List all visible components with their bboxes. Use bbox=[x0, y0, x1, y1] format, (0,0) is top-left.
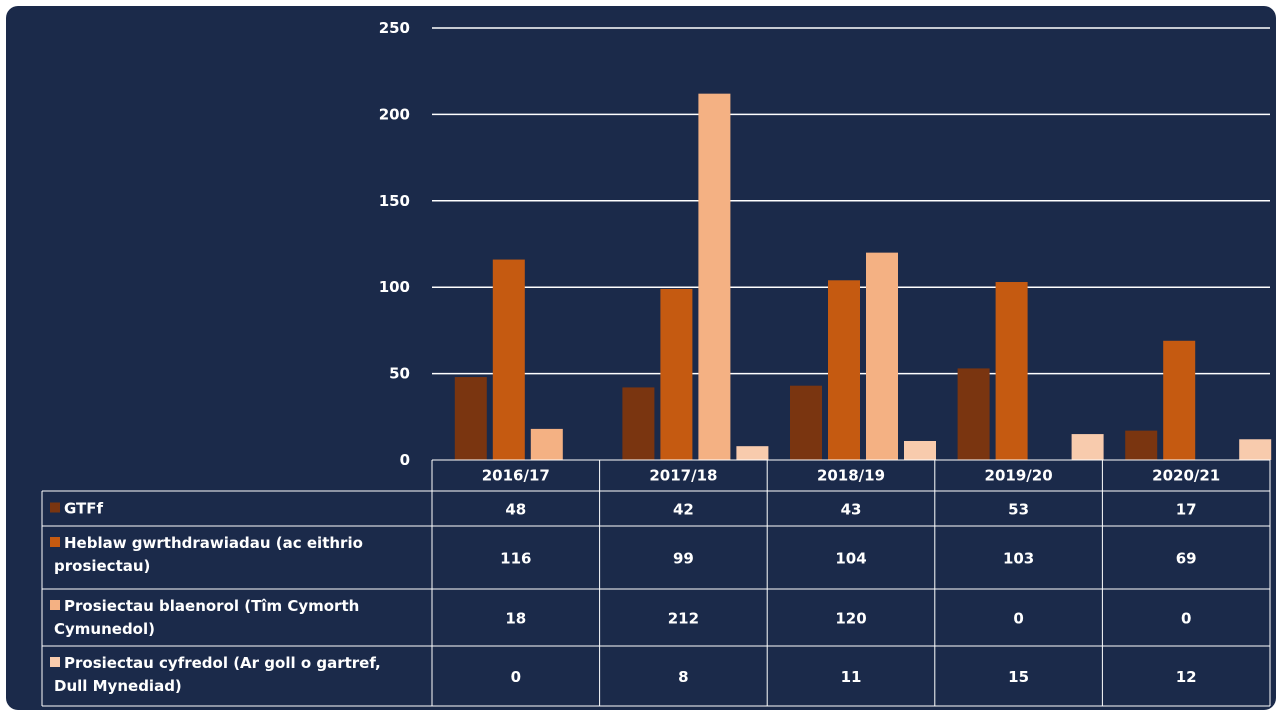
bars bbox=[454, 93, 1272, 460]
y-tick-label: 0 bbox=[400, 451, 410, 469]
legend-label: GTFf bbox=[64, 500, 104, 518]
data-value-cell: 0 bbox=[511, 668, 521, 686]
legend-label: prosiectau) bbox=[54, 557, 150, 575]
data-value-cell: 99 bbox=[673, 550, 694, 568]
data-value-cell: 0 bbox=[1181, 610, 1191, 628]
category-label: 2019/20 bbox=[985, 467, 1053, 485]
legend-label: Cymunedol) bbox=[54, 620, 155, 638]
legend-label: Prosiectau cyfredol (Ar goll o gartref, bbox=[64, 654, 381, 672]
category-label: 2020/21 bbox=[1152, 467, 1220, 485]
data-value-cell: 8 bbox=[678, 668, 688, 686]
data-value-cell: 69 bbox=[1176, 550, 1197, 568]
bar bbox=[790, 385, 822, 460]
y-tick-label: 200 bbox=[379, 105, 410, 123]
category-label: 2018/19 bbox=[817, 467, 885, 485]
data-value-cell: 18 bbox=[505, 610, 526, 628]
bar bbox=[1071, 434, 1104, 460]
bar bbox=[622, 387, 655, 460]
data-value-cell: 12 bbox=[1176, 668, 1197, 686]
y-tick-label: 50 bbox=[389, 365, 410, 383]
bar bbox=[957, 368, 990, 460]
data-value-cell: 0 bbox=[1013, 610, 1023, 628]
data-value-cell: 42 bbox=[673, 501, 694, 519]
bar bbox=[995, 282, 1028, 460]
bar bbox=[1239, 439, 1272, 460]
legend-swatch bbox=[50, 502, 60, 513]
bar bbox=[1163, 340, 1196, 460]
category-label: 2017/18 bbox=[649, 467, 717, 485]
legend-swatch bbox=[50, 600, 60, 610]
data-value-cell: 120 bbox=[835, 610, 866, 628]
bar bbox=[1125, 430, 1158, 460]
data-value-cell: 15 bbox=[1008, 668, 1029, 686]
bar bbox=[866, 252, 898, 460]
y-tick-label: 250 bbox=[379, 19, 410, 37]
data-value-cell: 48 bbox=[505, 501, 526, 519]
legend-label: Dull Mynediad) bbox=[54, 677, 182, 695]
data-value-cell: 11 bbox=[841, 668, 862, 686]
bar bbox=[698, 93, 731, 460]
chart-panel: 0 50 100 150 200 250 2016/17 2017/18 2018/19 201… bbox=[6, 6, 1276, 710]
bar bbox=[660, 288, 693, 460]
bar bbox=[492, 259, 525, 460]
y-axis-ticks: 0 50 100 150 200 250 bbox=[379, 19, 410, 469]
y-tick-label: 100 bbox=[379, 278, 410, 296]
bar bbox=[736, 446, 769, 460]
legend-label: Heblaw gwrthdrawiadau (ac eithrio bbox=[64, 534, 363, 552]
bar bbox=[454, 377, 487, 460]
legend-swatch bbox=[50, 537, 60, 547]
bar bbox=[828, 280, 860, 460]
data-value-cell: 43 bbox=[841, 501, 862, 519]
data-value-cell: 53 bbox=[1008, 501, 1029, 519]
bar bbox=[904, 440, 936, 460]
data-table: 2016/17 2017/18 2018/19 2019/20 2020/21 GTFf 4… bbox=[41, 459, 1271, 707]
data-value-cell: 103 bbox=[1003, 550, 1034, 568]
gridlines bbox=[432, 27, 1270, 375]
legend-label: Prosiectau blaenorol (Tîm Cymorth bbox=[64, 597, 359, 615]
data-value-cell: 116 bbox=[500, 550, 531, 568]
data-value-cell: 17 bbox=[1176, 501, 1197, 519]
data-value-cell: 104 bbox=[835, 550, 866, 568]
bar bbox=[530, 428, 563, 460]
category-label: 2016/17 bbox=[482, 467, 550, 485]
y-tick-label: 150 bbox=[379, 192, 410, 210]
legend-swatch bbox=[50, 657, 60, 667]
data-value-cell: 212 bbox=[668, 610, 699, 628]
